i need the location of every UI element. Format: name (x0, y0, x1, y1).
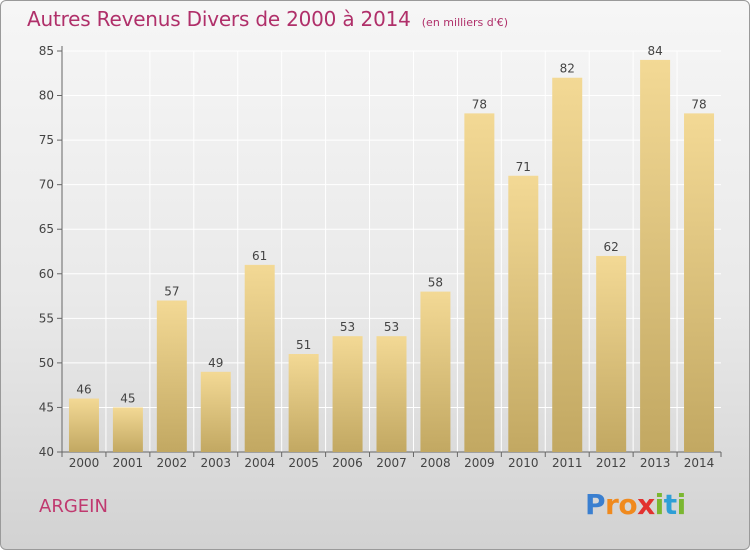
data-label: 78 (472, 97, 487, 111)
data-label: 62 (604, 240, 619, 254)
bar (684, 113, 715, 452)
data-label: 45 (120, 391, 135, 405)
logo-letter: o (618, 488, 638, 521)
x-tick-label: 2005 (288, 456, 319, 470)
x-tick-label: 2004 (244, 456, 275, 470)
x-tick-label: 2001 (113, 456, 144, 470)
data-label: 58 (428, 276, 443, 290)
y-tick-label: 75 (39, 133, 54, 147)
bar (464, 113, 495, 452)
bar (552, 77, 583, 452)
x-tick-label: 2011 (552, 456, 583, 470)
bar (200, 371, 231, 452)
x-tick-label: 2013 (640, 456, 671, 470)
commune-name: ARGEIN (39, 496, 108, 517)
bar (508, 175, 539, 452)
x-tick-label: 2012 (596, 456, 627, 470)
x-tick-label: 2002 (157, 456, 188, 470)
bar (288, 353, 319, 452)
data-label: 51 (296, 338, 311, 352)
logo-letter: x (637, 488, 655, 521)
chart-title: Autres Revenus Divers de 2000 à 2014 (27, 7, 411, 31)
y-tick-label: 70 (39, 178, 54, 192)
y-tick-label: 60 (39, 267, 54, 281)
data-label: 61 (252, 249, 267, 263)
bar (596, 255, 627, 452)
logo-letter: i (654, 488, 665, 521)
bar (376, 336, 407, 452)
data-label: 46 (76, 383, 91, 397)
x-tick-label: 2006 (332, 456, 363, 470)
x-tick-label: 2008 (420, 456, 451, 470)
bar (244, 264, 275, 452)
x-tick-label: 2000 (69, 456, 100, 470)
logo-letter: i (676, 488, 687, 521)
bar (420, 291, 451, 452)
data-label: 53 (384, 320, 399, 334)
x-tick-label: 2003 (200, 456, 231, 470)
y-tick-label: 40 (39, 445, 54, 459)
data-label: 49 (208, 356, 223, 370)
logo-letter: t (663, 488, 677, 521)
data-label: 78 (691, 97, 706, 111)
logo-letter: r (605, 488, 619, 521)
y-tick-label: 55 (39, 311, 54, 325)
y-tick-label: 50 (39, 356, 54, 370)
bar (112, 407, 143, 452)
x-tick-label: 2014 (684, 456, 715, 470)
bar (156, 300, 187, 452)
axes: 40 45 50 55 60 65 70 75 80 85 2000 2001 2002 2003 2004… (39, 44, 722, 470)
x-tick-label: 2009 (464, 456, 495, 470)
data-label: 53 (340, 320, 355, 334)
proxiti-logo: Proxiti (585, 488, 686, 521)
chart-subtitle: (en milliers d'€) (421, 16, 509, 29)
bars: 46 45 57 49 61 51 53 53 58 78 71 82 62 84 78 (68, 44, 715, 453)
logo-letter: P (585, 488, 606, 521)
y-tick-label: 80 (39, 89, 54, 103)
bar (640, 59, 671, 453)
data-label: 71 (516, 160, 531, 174)
y-tick-label: 85 (39, 44, 54, 58)
chart-title-block: Autres Revenus Divers de 2000 à 2014 (en… (27, 7, 508, 31)
data-label: 82 (560, 62, 575, 76)
y-tick-label: 45 (39, 400, 54, 414)
bar (332, 336, 363, 452)
data-label: 84 (647, 44, 662, 58)
bar (68, 398, 99, 452)
y-tick-label: 65 (39, 222, 54, 236)
x-tick-label: 2010 (508, 456, 539, 470)
data-label: 57 (164, 285, 179, 299)
x-tick-label: 2007 (376, 456, 407, 470)
